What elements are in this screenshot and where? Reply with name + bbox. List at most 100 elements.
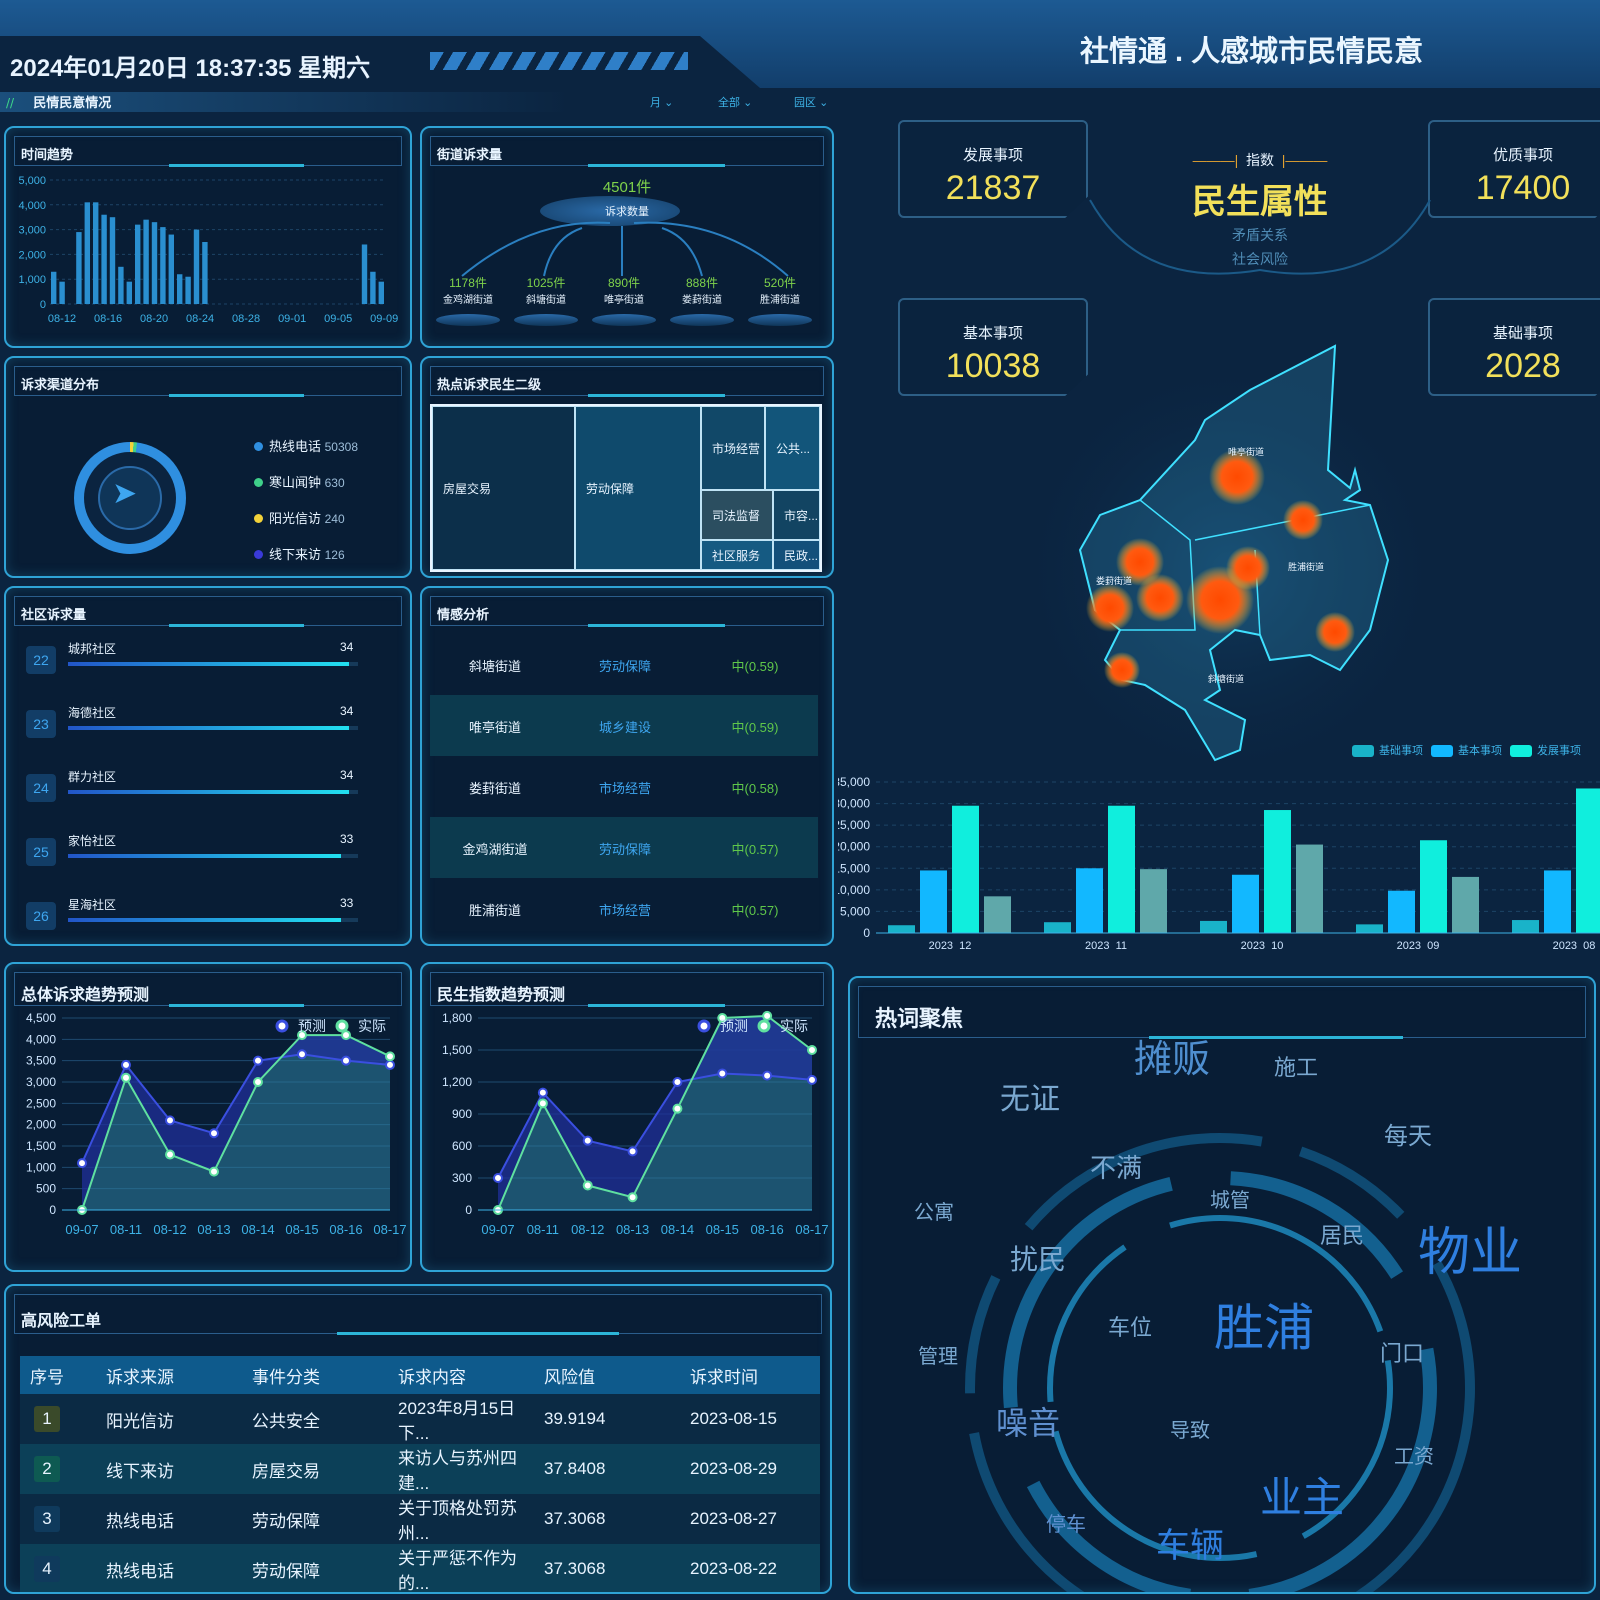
emotion-row[interactable]: 金鸡湖街道 劳动保障 中(0.57) — [430, 817, 818, 878]
hotword[interactable]: 物业 — [1418, 1224, 1523, 1282]
hotword[interactable]: 管理 — [918, 1346, 958, 1368]
legend-dot — [254, 478, 263, 487]
street-count: 1025件 — [526, 276, 566, 290]
emotion-row[interactable]: 斜塘街道 劳动保障 中(0.59) — [430, 634, 818, 695]
tm-cell[interactable]: 劳动保障 — [575, 406, 701, 570]
trend-bar — [160, 227, 166, 304]
street-base — [436, 314, 500, 326]
monthly-bar — [984, 896, 1011, 933]
index-sub2: 社会风险 — [1232, 252, 1288, 268]
risk-row[interactable]: 2 线下来访 房屋交易 来访人与苏州四建... 37.8408 2023-08-29 — [20, 1444, 820, 1494]
x-tick: 09-05 — [324, 313, 352, 325]
emotion-street: 娄葑街道 — [468, 781, 521, 796]
hotword[interactable]: 车辆 — [1156, 1527, 1224, 1565]
predicted-point — [121, 1059, 131, 1070]
y-tick: 2,500 — [26, 1096, 56, 1110]
community-rank: 26 — [26, 902, 56, 930]
trend-bar — [84, 202, 90, 304]
hotword[interactable]: 每天 — [1384, 1123, 1432, 1150]
channel-legend-item: 寒山闻钟 630 — [254, 472, 358, 491]
street-item[interactable]: 1025件 斜塘街道 — [508, 274, 584, 326]
street-item[interactable]: 520件胜浦街道 — [742, 274, 818, 326]
tm-cell[interactable]: 社区服务 — [701, 540, 773, 570]
tm-cell[interactable]: 市容... — [773, 490, 820, 540]
y-tick: 20,000 — [838, 840, 870, 854]
y-tick: 3,000 — [18, 225, 46, 237]
kpi-value: 2028 — [1485, 347, 1561, 385]
risk-header-cell: 事件分类 — [252, 1367, 320, 1387]
trend-bar — [202, 242, 208, 304]
hotword[interactable]: 业主 — [1260, 1474, 1345, 1521]
hotword[interactable]: 无证 — [1000, 1083, 1060, 1116]
map-label: 斜塘街道 — [1208, 673, 1244, 684]
tm-cell[interactable]: 市场经营 — [701, 406, 765, 490]
section-title-mark: // — [6, 96, 15, 110]
hot-treemap: 房屋交易 劳动保障 市场经营 公共... 司法监督 市容... 社区服务 民政.… — [430, 404, 822, 572]
tm-cell[interactable]: 房屋交易 — [432, 406, 575, 570]
hotword[interactable]: 噪音 — [996, 1405, 1061, 1441]
hotword[interactable]: 施工 — [1274, 1055, 1319, 1080]
hotword[interactable]: 工资 — [1394, 1446, 1434, 1468]
hotword[interactable]: 不满 — [1090, 1153, 1143, 1183]
tm-cell[interactable]: 民政... — [773, 540, 820, 570]
emotion-street: 唯亭街道 — [468, 720, 521, 735]
hotword[interactable]: 摊贩 — [1134, 1039, 1211, 1081]
street-item[interactable]: 1178件 金鸡湖街道 — [430, 274, 506, 326]
hot-title: 热点诉求民生二级 — [430, 366, 824, 397]
emotion-row[interactable]: 唯亭街道 城乡建设 中(0.59) — [430, 695, 818, 756]
street-item[interactable]: 890件 唯亭街道 — [586, 274, 662, 326]
hotword[interactable]: 扰民 — [1010, 1244, 1067, 1275]
risk-cell: 劳动保障 — [252, 1511, 320, 1531]
hotword[interactable]: 车位 — [1108, 1315, 1153, 1340]
risk-header-cell: 风险值 — [544, 1367, 595, 1387]
hotword[interactable]: 城管 — [1210, 1190, 1250, 1212]
community-value: 34 — [340, 704, 354, 718]
send-icon: ➤ — [112, 476, 138, 511]
hotword[interactable]: 公寓 — [914, 1202, 954, 1224]
emotion-category: 市场经营 — [598, 781, 651, 796]
y-tick: 300 — [452, 1171, 472, 1185]
legend-predicted-label: 预测 — [720, 1018, 748, 1034]
map-legend-label: 基础事项 — [1379, 745, 1423, 757]
trend-bar — [151, 222, 158, 304]
tm-cell[interactable]: 司法监督 — [701, 490, 773, 540]
x-tick: 08-24 — [186, 313, 214, 325]
kpi-value: 10038 — [945, 347, 1041, 385]
filter-all-dropdown[interactable]: 全部 ⌄ — [718, 94, 752, 110]
street-base — [670, 314, 734, 326]
street-count: 520件 — [763, 276, 797, 290]
risk-cell: 关于顶格处罚苏州... — [398, 1499, 517, 1543]
filter-all-label: 全部 — [718, 97, 740, 109]
actual-point — [537, 1098, 548, 1109]
legend-actual-label: 实际 — [358, 1018, 386, 1034]
street-item[interactable]: 888件 娄葑街道 — [664, 274, 740, 326]
filter-month-dropdown[interactable]: 月 ⌄ — [650, 94, 673, 110]
street-total: 4501件 — [602, 179, 652, 196]
emotion-row[interactable]: 娄葑街道 市场经营 中(0.58) — [430, 756, 818, 817]
community-bar-fill — [68, 662, 350, 666]
tm-cell[interactable]: 公共... — [765, 406, 820, 490]
risk-row[interactable]: 4 热线电话 劳动保障 关于严惩不作为的... 37.3068 2023-08-22 — [20, 1544, 820, 1592]
hotword[interactable]: 导致 — [1170, 1420, 1210, 1442]
emotion-score: 中(0.58) — [731, 781, 779, 796]
predicted-point — [627, 1146, 638, 1157]
predicted-point — [165, 1115, 175, 1126]
emotion-row[interactable]: 胜浦街道 市场经营 中(0.57) — [430, 878, 818, 939]
map-legend: 基础事项 基本事项 发展事项 — [1352, 742, 1589, 758]
hotword[interactable]: 胜浦 — [1214, 1300, 1314, 1356]
forecast-index-chart: 1,800 1,500 1,200 900 600 300 0 09-07 08-11 08-12… — [442, 1010, 829, 1237]
risk-cell: 2023-08-22 — [690, 1559, 777, 1578]
risk-row[interactable]: 3 热线电话 劳动保障 关于顶格处罚苏州... 37.3068 2023-08-27 — [20, 1494, 820, 1544]
street-name: 胜浦街道 — [760, 295, 800, 306]
community-rank: 23 — [26, 710, 56, 738]
emotion-street: 胜浦街道 — [468, 903, 521, 918]
emotion-panel: 情感分析 斜塘街道 劳动保障 中(0.59) 唯亭街道 城乡建设 中(0.59) 娄葑街道 市… — [420, 586, 834, 946]
hotword[interactable]: 门口 — [1380, 1341, 1425, 1366]
emotion-title: 情感分析 — [430, 596, 824, 627]
y-tick: 1,500 — [26, 1139, 56, 1153]
hotword[interactable]: 居民 — [1320, 1223, 1365, 1248]
time-trend-chart: 5,000 4,000 3,000 2,000 1,000 008-12 08-16 08-2… — [18, 175, 398, 325]
filter-park-dropdown[interactable]: 园区 ⌄ — [794, 94, 828, 110]
hotword[interactable]: 停车 — [1046, 1514, 1086, 1536]
risk-row[interactable]: 1 阳光信访 公共安全 2023年8月15日下... 39.9194 2023-08-15 — [20, 1394, 820, 1444]
